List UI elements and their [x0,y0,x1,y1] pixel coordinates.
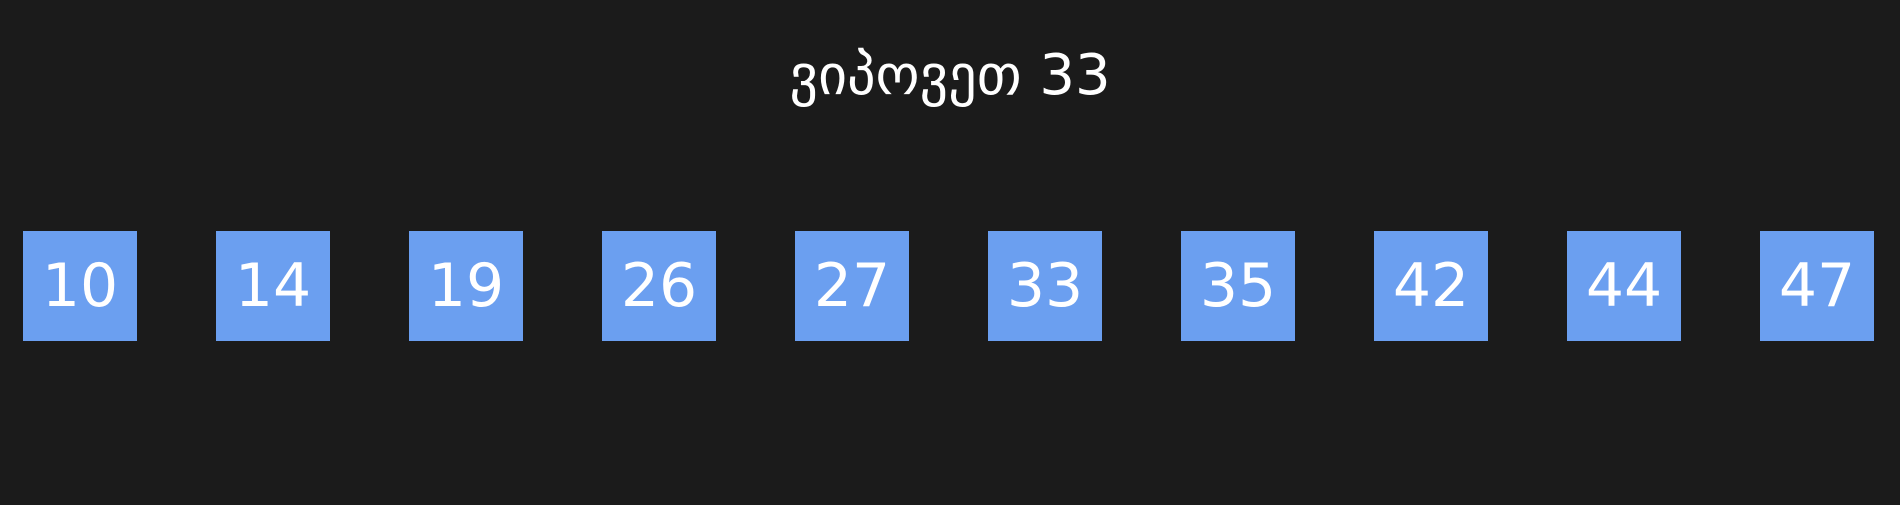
array-cell-value: 19 [427,251,505,321]
array-cell-value: 27 [813,251,891,321]
array-cell: 44 [1567,231,1681,341]
status-title: ვიპოვეთ 33 [789,43,1111,108]
array-cell-value: 47 [1778,251,1856,321]
array-cell: 42 [1374,231,1488,341]
array-cell: 14 [216,231,330,341]
array-cell: 33 [988,231,1102,341]
array-cell: 27 [795,231,909,341]
array-cell: 47 [1760,231,1874,341]
array-cell: 26 [602,231,716,341]
array-cell-value: 14 [234,251,312,321]
array-cell-value: 26 [620,251,698,321]
array-cell: 35 [1181,231,1295,341]
array-cell: 10 [23,231,137,341]
array-cell: 19 [409,231,523,341]
array-cell-value: 33 [1006,251,1084,321]
array-cell-value: 10 [41,251,119,321]
array-cell-value: 35 [1199,251,1277,321]
array-cell-value: 42 [1392,251,1470,321]
array-cell-value: 44 [1585,251,1663,321]
